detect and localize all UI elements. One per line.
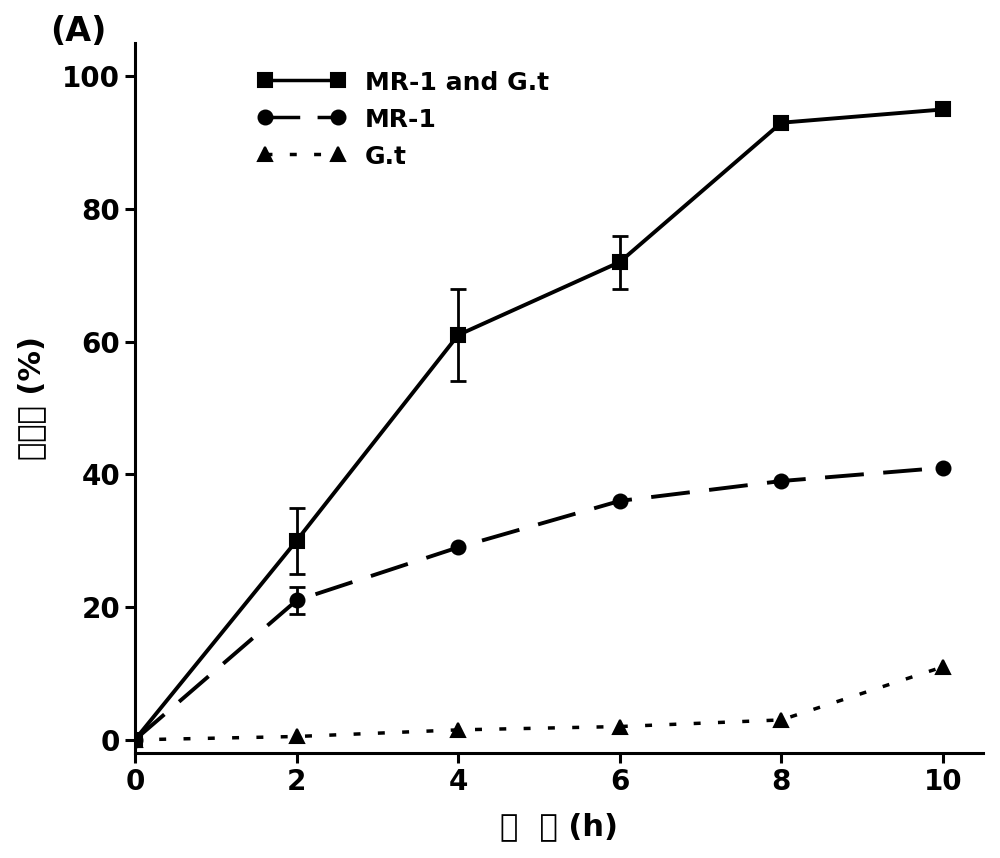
MR-1 [291,595,303,606]
Legend: MR-1 and G.t, MR-1, G.t: MR-1 and G.t, MR-1, G.t [258,69,549,169]
MR-1 [937,462,949,473]
MR-1 and G.t [614,257,626,267]
G.t [291,731,303,741]
X-axis label: 时  间 (h): 时 间 (h) [500,813,618,842]
Text: (A): (A) [50,15,106,48]
G.t [937,662,949,672]
G.t [614,722,626,732]
MR-1 and G.t [291,535,303,546]
MR-1 and G.t [129,734,141,745]
MR-1 [452,542,464,553]
MR-1 [129,734,141,745]
MR-1 and G.t [452,330,464,341]
Line: MR-1 and G.t: MR-1 and G.t [128,102,950,746]
Line: G.t: G.t [128,660,950,746]
MR-1 and G.t [775,118,787,128]
MR-1 [614,496,626,506]
Y-axis label: 脱色率 (%): 脱色率 (%) [17,336,46,460]
G.t [129,734,141,745]
MR-1 and G.t [937,105,949,115]
G.t [775,715,787,725]
Line: MR-1: MR-1 [128,461,950,746]
MR-1 [775,476,787,486]
G.t [452,725,464,735]
